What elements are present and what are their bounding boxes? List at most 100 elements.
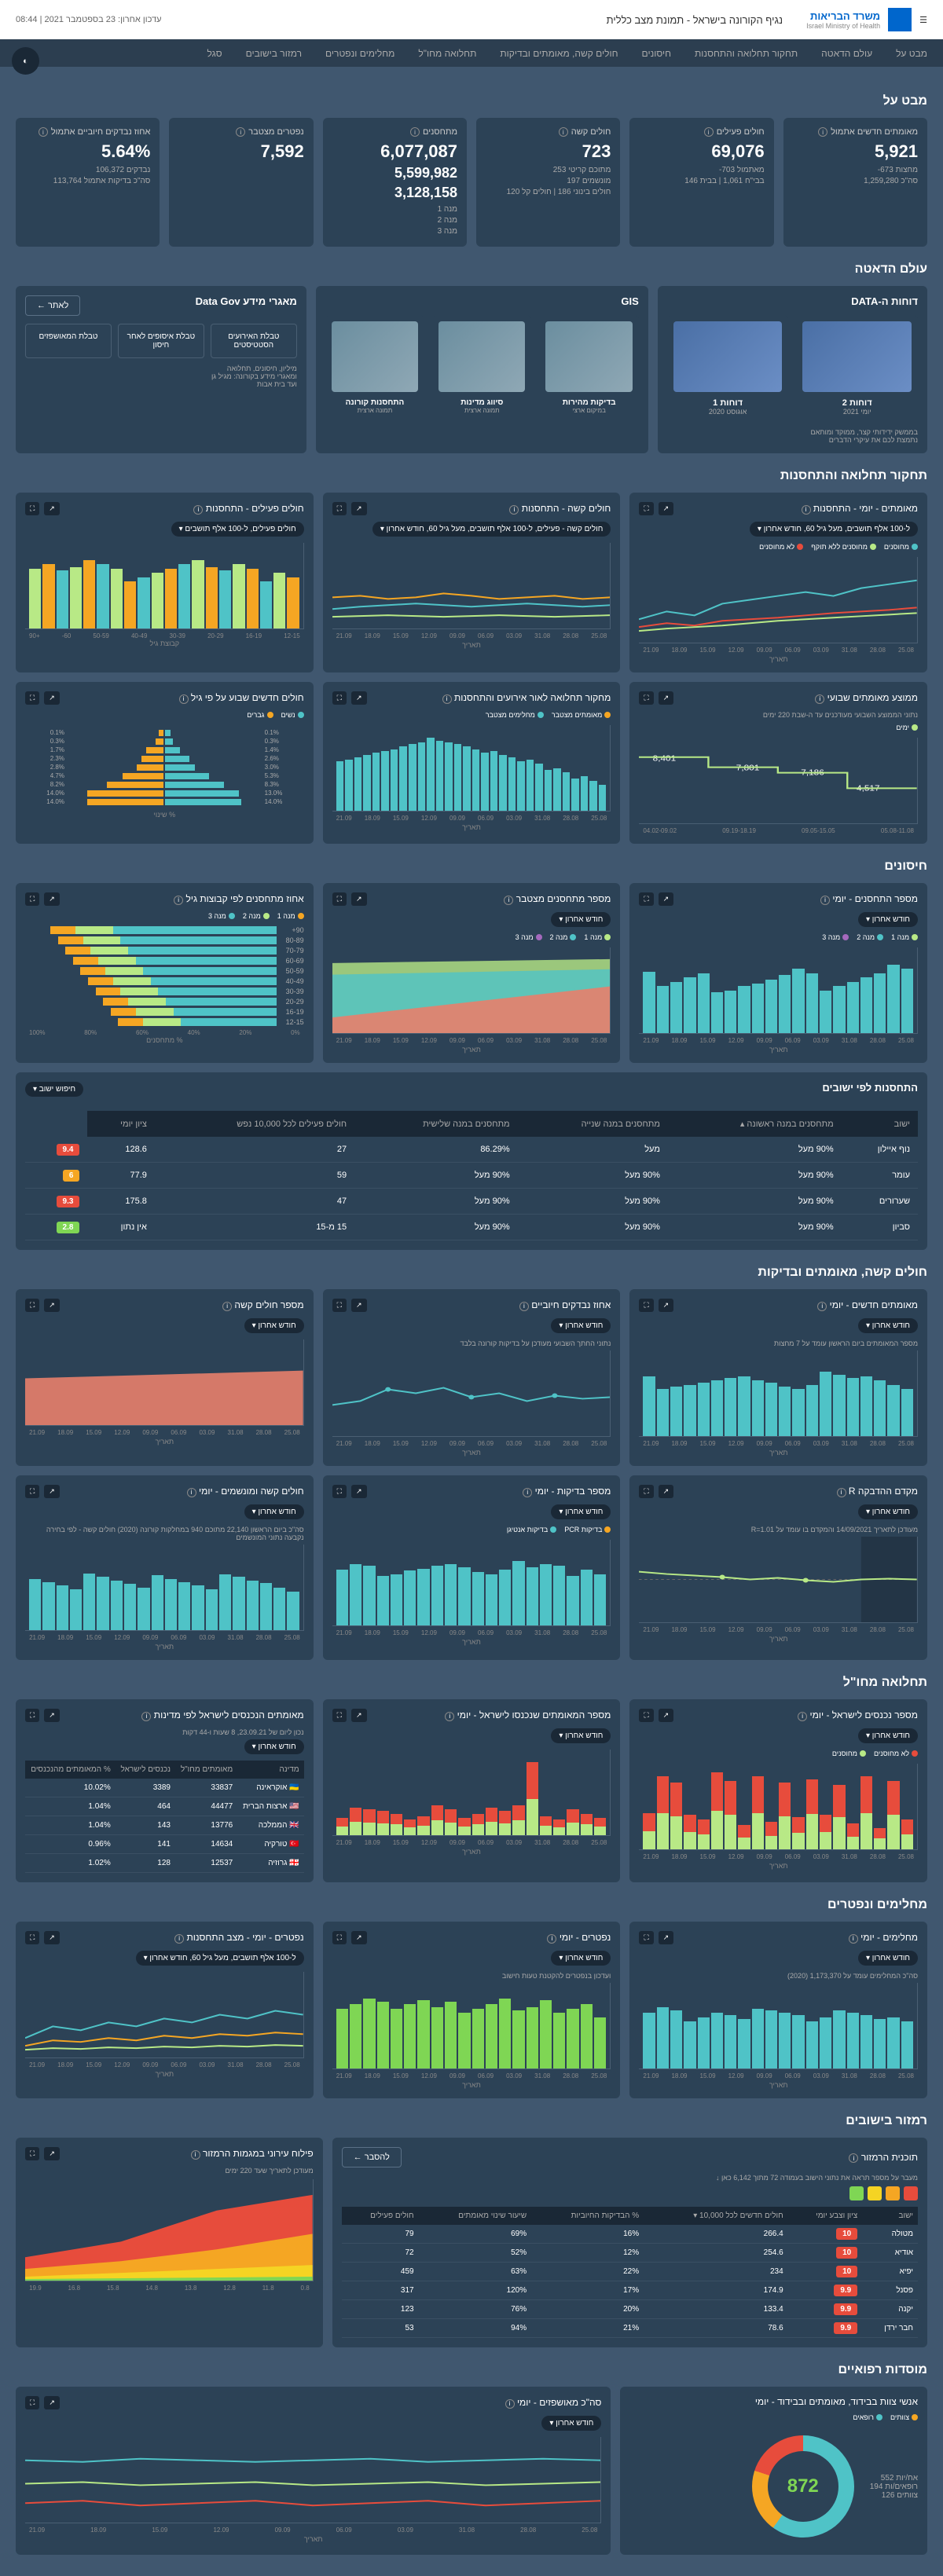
expand-btn[interactable]: ⛶ (25, 2396, 39, 2409)
info-icon[interactable]: i (505, 2399, 515, 2409)
info-icon[interactable]: i (704, 127, 714, 137)
share-btn[interactable]: ↗ (44, 892, 60, 906)
info-icon[interactable]: i (39, 127, 48, 137)
info-icon[interactable]: i (174, 896, 183, 905)
nav-item[interactable]: עולם הדאטה (821, 48, 872, 59)
period-btn[interactable]: חודש אחרון ▾ (244, 1739, 304, 1754)
period-btn[interactable]: חודש אחרון ▾ (244, 1504, 304, 1519)
menu-icon[interactable]: ☰ (919, 15, 927, 25)
share-btn[interactable]: ↗ (659, 691, 674, 705)
info-icon[interactable]: i (817, 1302, 827, 1311)
share-btn[interactable]: ↗ (659, 1299, 674, 1312)
table-row[interactable]: מטולה10266.416%69%79 (342, 2225, 918, 2244)
expand-btn[interactable]: ⛶ (332, 691, 347, 705)
expand-btn[interactable]: ⛶ (25, 502, 39, 515)
table-row[interactable]: חבר ירדן9.978.621%94%53 (342, 2319, 918, 2338)
info-icon[interactable]: i (236, 127, 245, 137)
gov-item[interactable]: טבלת האירועים הסטטיסטים (211, 324, 297, 358)
expand-btn[interactable]: ⛶ (639, 892, 653, 906)
city-search[interactable]: חיפוש ישוב ▾ (25, 1082, 83, 1097)
table-header[interactable]: מתחסנים במנה שלישית (354, 1111, 518, 1137)
info-icon[interactable]: i (174, 1934, 184, 1944)
explain-btn[interactable]: להסבר ← (342, 2147, 402, 2167)
period-btn[interactable]: חודש אחרון ▾ (858, 1951, 918, 1966)
share-btn[interactable]: ↗ (659, 1485, 674, 1498)
share-btn[interactable]: ↗ (44, 1299, 60, 1312)
info-icon[interactable]: i (798, 1712, 807, 1721)
share-btn[interactable]: ↗ (44, 1931, 60, 1944)
table-row[interactable]: 🇬🇧 הממלכה137761431.04% (25, 1816, 304, 1835)
table-header[interactable]: % הבדיקות החיוביות (531, 2207, 644, 2225)
info-icon[interactable]: i (445, 1712, 454, 1721)
share-btn[interactable]: ↗ (44, 2147, 60, 2160)
info-icon[interactable]: i (815, 694, 824, 704)
share-btn[interactable]: ↗ (351, 1485, 367, 1498)
table-row[interactable]: 🇺🇦 אוקראינה33837338910.02% (25, 1779, 304, 1797)
share-btn[interactable]: ↗ (44, 1485, 60, 1498)
filter[interactable]: ל-100 אלף תושבים, מעל גיל 60, חודש אחרון… (136, 1951, 304, 1966)
table-header[interactable]: ישוב (862, 2207, 918, 2225)
expand-btn[interactable]: ⛶ (639, 1709, 653, 1722)
gis-item[interactable]: סיווג מדינותתמונה ארצית (432, 315, 531, 420)
expand-btn[interactable]: ⛶ (639, 1485, 653, 1498)
table-header[interactable]: חולים פעילים לכל 10,000 נפש (155, 1111, 354, 1137)
info-icon[interactable]: i (509, 505, 519, 515)
report-img[interactable] (802, 321, 912, 392)
expand-btn[interactable]: ⛶ (25, 892, 39, 906)
expand-btn[interactable]: ⛶ (25, 1709, 39, 1722)
gis-item[interactable]: בדיקות מהירותבמיקום ארצי (539, 315, 638, 420)
nav-item[interactable]: רמזור בישובים (246, 48, 302, 59)
theme-toggle[interactable]: ◐ (12, 47, 39, 75)
period-btn[interactable]: חודש אחרון ▾ (541, 2416, 601, 2431)
table-row[interactable]: 🇹🇷 טורקיה146341410.96% (25, 1835, 304, 1854)
filter[interactable]: חולים קשה - פעילים, ל-100 אלף תושבים, מע… (372, 522, 611, 537)
info-icon[interactable]: i (504, 896, 513, 905)
table-row[interactable]: 🇺🇸 ארצות הברית444774641.04% (25, 1797, 304, 1816)
table-row[interactable]: פסנל9.9174.917%120%317 (342, 2281, 918, 2300)
period-btn[interactable]: חודש אחרון ▾ (858, 1728, 918, 1743)
info-icon[interactable]: i (222, 1302, 232, 1311)
gis-item[interactable]: התחסנות קורונהתמונה ארצית (325, 315, 424, 420)
table-row[interactable]: 🇬🇪 גרוזיה125371281.02% (25, 1854, 304, 1873)
info-icon[interactable]: i (179, 694, 189, 704)
nav-item[interactable]: חיסונים (642, 48, 671, 59)
share-btn[interactable]: ↗ (659, 1931, 674, 1944)
table-row[interactable]: נוף איילון90% מעלמעל86.29%27128.69.4 (25, 1137, 918, 1163)
share-btn[interactable]: ↗ (351, 1299, 367, 1312)
share-btn[interactable]: ↗ (351, 1709, 367, 1722)
table-header[interactable]: מתחסנים במנה שנייה (518, 1111, 668, 1137)
period-btn[interactable]: חודש אחרון ▾ (858, 1504, 918, 1519)
expand-btn[interactable]: ⛶ (639, 691, 653, 705)
table-row[interactable]: יפיא1023422%63%459 (342, 2263, 918, 2281)
gov-link[interactable]: לאתר ← (25, 295, 80, 316)
share-btn[interactable]: ↗ (659, 502, 674, 515)
info-icon[interactable]: i (193, 505, 203, 515)
table-header[interactable]: חולים חדשים לכל 10,000 ▾ (644, 2207, 788, 2225)
table-header[interactable]: חולים פעילים (342, 2207, 419, 2225)
info-icon[interactable]: i (837, 1488, 846, 1497)
nav-item[interactable]: מחלימים ונפטרים (325, 48, 394, 59)
period-btn[interactable]: חודש אחרון ▾ (551, 1504, 611, 1519)
info-icon[interactable]: i (547, 1934, 556, 1944)
expand-btn[interactable]: ⛶ (639, 1931, 653, 1944)
nav-item[interactable]: סגל (207, 48, 222, 59)
info-icon[interactable]: i (802, 505, 811, 515)
share-btn[interactable]: ↗ (351, 1931, 367, 1944)
expand-btn[interactable]: ⛶ (332, 1931, 347, 1944)
info-icon[interactable]: i (849, 2153, 858, 2163)
info-icon[interactable]: i (191, 2150, 200, 2160)
expand-btn[interactable]: ⛶ (25, 2147, 39, 2160)
table-row[interactable]: יקנה9.9133.420%76%123 (342, 2300, 918, 2319)
share-btn[interactable]: ↗ (44, 1709, 60, 1722)
share-btn[interactable]: ↗ (44, 2396, 60, 2409)
info-icon[interactable]: i (442, 694, 452, 704)
gov-item[interactable]: טבלת המאושפזים (25, 324, 112, 358)
report-img[interactable] (673, 321, 783, 392)
period-btn[interactable]: חודש אחרון ▾ (551, 912, 611, 927)
period-btn[interactable]: חודש אחרון ▾ (858, 912, 918, 927)
expand-btn[interactable]: ⛶ (332, 1709, 347, 1722)
share-btn[interactable]: ↗ (44, 691, 60, 705)
table-row[interactable]: אודיא10254.612%52%72 (342, 2244, 918, 2263)
table-header[interactable]: ציון יומי (87, 1111, 155, 1137)
period-btn[interactable]: חודש אחרון ▾ (551, 1318, 611, 1333)
